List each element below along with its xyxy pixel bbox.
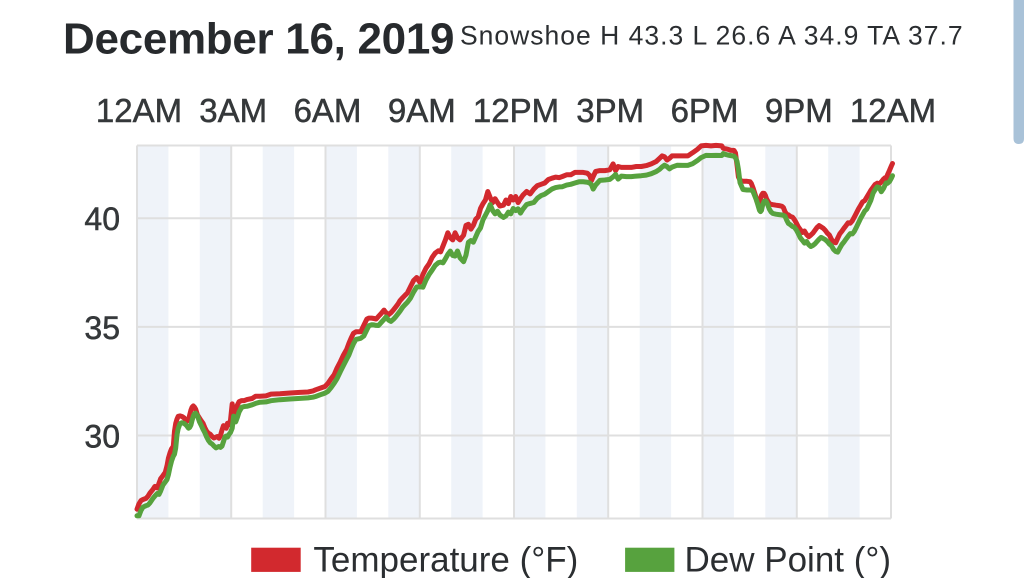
svg-text:3AM: 3AM: [199, 92, 267, 129]
svg-text:6AM: 6AM: [294, 92, 362, 129]
svg-text:12AM: 12AM: [850, 92, 936, 129]
svg-text:6PM: 6PM: [671, 92, 739, 129]
svg-text:3PM: 3PM: [576, 92, 644, 129]
svg-text:35: 35: [84, 310, 120, 346]
svg-text:Snowshoe H 43.3 L 26.6 A 34.9: Snowshoe H 43.3 L 26.6 A 34.9 TA 37.7: [460, 20, 964, 50]
svg-text:9PM: 9PM: [765, 92, 833, 129]
svg-text:Dew Point (°): Dew Point (°): [685, 541, 892, 578]
svg-text:December 16, 2019: December 16, 2019: [63, 14, 454, 63]
svg-text:40: 40: [84, 201, 120, 237]
svg-text:Temperature (°F): Temperature (°F): [313, 541, 578, 578]
svg-text:30: 30: [84, 419, 120, 455]
svg-text:12PM: 12PM: [473, 92, 559, 129]
svg-text:12AM: 12AM: [96, 92, 182, 129]
svg-text:9AM: 9AM: [388, 92, 456, 129]
